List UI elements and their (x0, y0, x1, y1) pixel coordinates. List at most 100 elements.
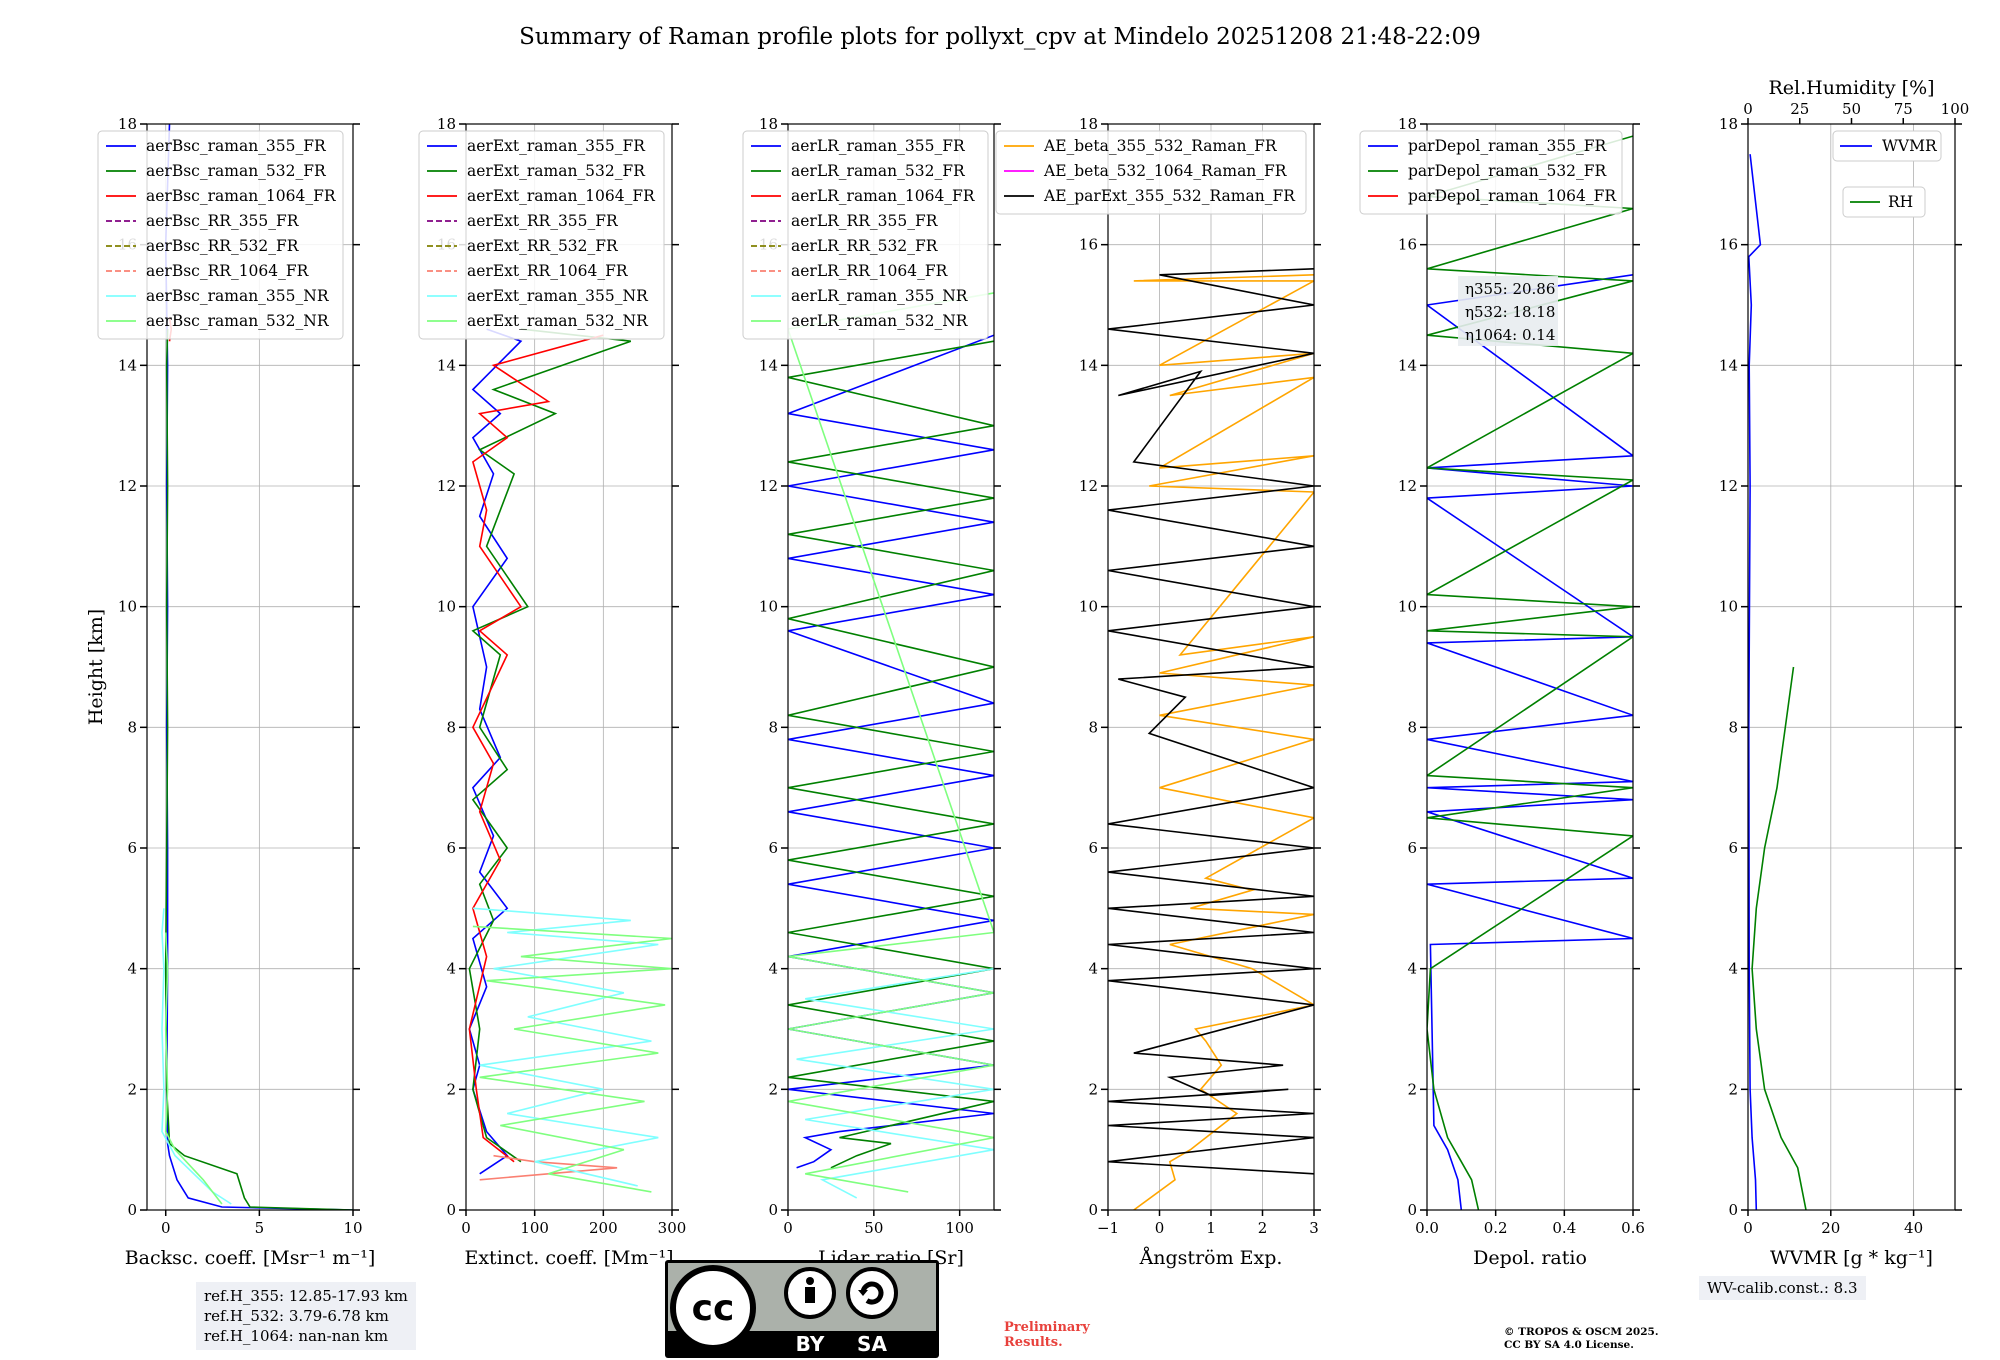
ytick-label: 14 (1398, 356, 1417, 374)
xtick-label: 200 (589, 1219, 618, 1237)
legend-wvmr: WVMR RH (1832, 130, 1942, 218)
legend-label: aerLR_raman_532_NR (791, 312, 969, 330)
ytick-label: 2 (1088, 1080, 1098, 1098)
legend-label: aerBsc_RR_532_FR (146, 237, 300, 255)
panel-wvmr: 0 2 4 6 8 10 12 14 16 18 0 20 40 WVMR [g * kg⁻¹] 0 25 50… (1719, 77, 1969, 1269)
ref-height-1064: ref.H_1064: nan-nan km (204, 1327, 389, 1345)
ytick-label: 0 (127, 1201, 137, 1219)
figure-title: Summary of Raman profile plots for polly… (519, 24, 1481, 50)
legend-label: aerExt_raman_355_FR (467, 137, 646, 155)
ytick-label: 18 (1719, 115, 1738, 133)
ytick-label: 0 (1088, 1201, 1098, 1219)
sa-label: SA (857, 1332, 887, 1356)
ytick-label: 0 (1407, 1201, 1417, 1219)
ytick-label: 12 (759, 477, 778, 495)
ytick-label: 16 (1719, 236, 1738, 254)
xaxis-label-ext: Extinct. coeff. [Mm⁻¹] (464, 1247, 673, 1269)
ytick-label: 12 (437, 477, 456, 495)
legend-label: AE_beta_355_532_Raman_FR (1043, 137, 1278, 155)
ytick-label: 14 (118, 356, 137, 374)
legend-label: aerExt_RR_1064_FR (467, 262, 629, 280)
ytick-label: 4 (768, 960, 778, 978)
series-line-aerBsc_raman_532_NR (164, 932, 223, 1205)
series-line-AE_beta_355_532_Raman_FR (1133, 274, 1314, 1210)
xtick-label: 0 (1155, 1219, 1165, 1237)
legend-box (1832, 130, 1942, 162)
series-line-aerExt_RR_1064_FR (479, 1154, 618, 1181)
series-line-aerLR_raman_355_FR (788, 334, 994, 1169)
legend-label: aerBsc_RR_1064_FR (146, 262, 310, 280)
ytick-label: 18 (1079, 115, 1098, 133)
ytick-label: 8 (1728, 718, 1738, 736)
axes-frame (787, 123, 995, 1211)
yaxis-label: Height [km] (85, 609, 107, 725)
legend-box (1842, 186, 1926, 218)
xtick-label: 0.2 (1484, 1219, 1508, 1237)
series-line-aerLR_raman_532_FR (788, 340, 994, 1169)
legend-label: aerBsc_raman_532_NR (146, 312, 330, 330)
ytick-label: 10 (759, 598, 778, 616)
ytick-label: 12 (1398, 477, 1417, 495)
series-line-aerExt_raman_1064_FR (468, 334, 604, 1163)
legend-label: aerExt_raman_532_NR (467, 312, 649, 330)
ytick-label: 10 (1079, 598, 1098, 616)
ytick-label: 4 (1407, 960, 1417, 978)
panel-depol: 0 2 4 6 8 10 12 14 16 18 0.0 0.2 0.4 0.6 Depol. ratio p… (1359, 115, 1645, 1269)
eta-value: η355: 20.86 (1465, 280, 1555, 298)
xtick-label: 100 (945, 1219, 974, 1237)
ytick-label: 6 (768, 839, 778, 857)
legend-box (742, 130, 989, 340)
top-axis-label: Rel.Humidity [%] (1768, 77, 1934, 99)
series-line-WVMR (1748, 154, 1762, 1210)
legend-label: aerLR_raman_355_NR (791, 287, 969, 305)
axes-frame (465, 123, 673, 1211)
plot-area-ae (1108, 268, 1314, 1210)
panel-lr: 024681012141618050100Lidar ratio [Sr]aer… (742, 115, 1001, 1269)
ytick-label: 12 (1719, 477, 1738, 495)
ytick-label: 8 (1088, 718, 1098, 736)
legend-label: aerLR_raman_532_FR (791, 162, 966, 180)
ytick-label: 12 (1079, 477, 1098, 495)
ytick-label: 0 (446, 1201, 456, 1219)
ytick-label: 16 (1398, 236, 1417, 254)
xtick-label: 3 (1309, 1219, 1319, 1237)
copyright-note: © TROPOS & OSCM 2025. CC BY SA 4.0 Licen… (1504, 1326, 1764, 1352)
series-line-aerExt_raman_355_NR (472, 907, 659, 1187)
legend-label: parDepol_raman_355_FR (1408, 137, 1608, 155)
xtick-label: 20 (1821, 1219, 1840, 1237)
ytick-label: 14 (1719, 356, 1738, 374)
ytick-label: 8 (127, 718, 137, 736)
series-line-parDepol_raman_355_FR (1427, 274, 1633, 1210)
ytick-label: 8 (446, 718, 456, 736)
ytick-label: 2 (127, 1080, 137, 1098)
axes-frame (146, 123, 354, 1211)
cc-text: cc (692, 1288, 735, 1329)
legend-box (418, 130, 665, 340)
series-line-parDepol_raman_532_FR (1427, 135, 1633, 1210)
legend-label: aerLR_raman_1064_FR (791, 187, 976, 205)
top-xtick-label: 50 (1842, 100, 1861, 118)
plot-area-wvmr (1748, 154, 1807, 1210)
legend-label: AE_beta_532_1064_Raman_FR (1043, 162, 1288, 180)
legend-label: aerExt_raman_355_NR (467, 287, 649, 305)
eta-value: η1064: 0.14 (1465, 326, 1555, 344)
ytick-label: 2 (1728, 1080, 1738, 1098)
axes-frame (1747, 123, 1956, 1211)
by-label: BY (796, 1332, 825, 1356)
legend-label: aerExt_RR_532_FR (467, 237, 619, 255)
axes-frame (1426, 123, 1634, 1211)
series-line-aerExt_raman_532_FR (468, 328, 632, 1163)
ytick-label: 0 (768, 1201, 778, 1219)
copyright-line-1: © TROPOS & OSCM 2025. (1504, 1326, 1659, 1338)
series-line-aerLR_raman_355_NR (796, 967, 994, 1199)
plot-area-bsc (161, 124, 353, 1210)
xtick-label: 2 (1258, 1219, 1268, 1237)
legend-label: aerLR_RR_1064_FR (791, 262, 949, 280)
xaxis-label-depol: Depol. ratio (1473, 1247, 1587, 1269)
legend-label: aerBsc_raman_355_FR (146, 137, 327, 155)
ytick-label: 10 (118, 598, 137, 616)
xtick-label: 0 (461, 1219, 471, 1237)
top-xtick-label: 75 (1894, 100, 1913, 118)
xtick-label: 5 (255, 1219, 265, 1237)
